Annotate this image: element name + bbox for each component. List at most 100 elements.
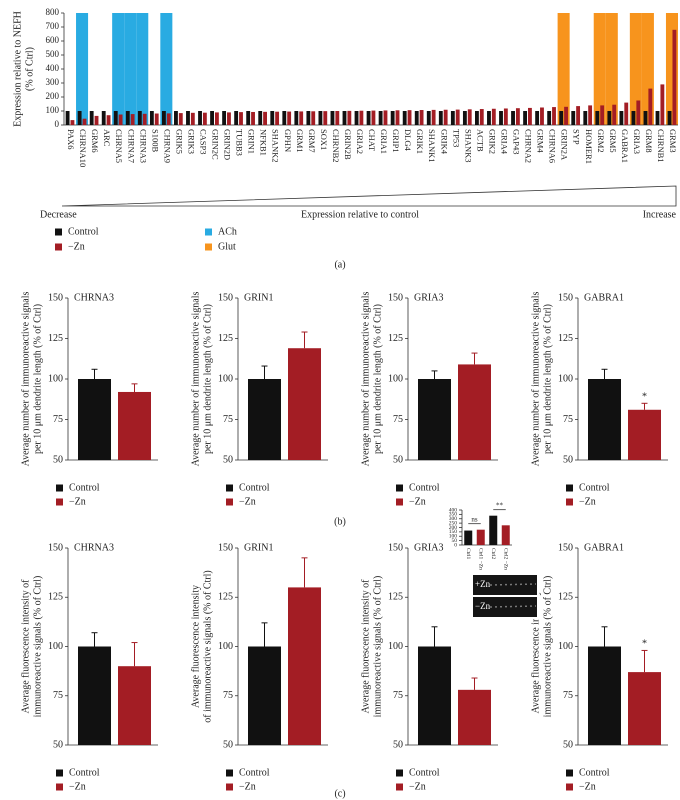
y-tick-label: 100 [558, 373, 573, 384]
x-tick-label: GRIK5 [174, 129, 184, 154]
x-tick-label: CHAT [367, 129, 377, 152]
y-tick-label: 75 [563, 414, 573, 425]
x-tick-label: SOX1 [319, 129, 329, 150]
y-axis-label: Average number of immunoreactive signals [360, 292, 371, 467]
bar [288, 348, 321, 460]
x-tick-label: NFKB1 [259, 129, 269, 156]
bar [77, 111, 82, 125]
bar [462, 111, 467, 125]
y-tick-label: 125 [558, 592, 573, 603]
legend-swatch [205, 243, 212, 251]
bar [178, 113, 183, 125]
bar [535, 111, 540, 125]
bar [595, 111, 600, 125]
chart-title: CHRNA3 [74, 292, 114, 303]
legend-label: −Zn [579, 496, 596, 507]
y-tick-label: 100 [48, 641, 63, 652]
y-tick-label: 50 [223, 739, 233, 750]
x-tick-label: GRIA2 [355, 129, 365, 154]
x-tick-label: GRM4 [536, 129, 546, 153]
chart-title: GRIN1 [244, 542, 273, 553]
bar [600, 105, 605, 125]
bar [476, 529, 485, 545]
bar [94, 115, 99, 125]
legend-label: Control [579, 767, 610, 778]
x-tick-label: GRM8 [644, 129, 654, 153]
y-tick-label: 75 [393, 414, 403, 425]
bar [628, 409, 661, 460]
bar [246, 111, 251, 125]
legend-swatch [396, 783, 403, 791]
y-axis-label: Average number of immunoreactive signals [530, 292, 541, 467]
bar [607, 111, 612, 125]
y-tick-label: 500 [46, 49, 60, 59]
bar [222, 111, 227, 125]
y-tick-label: 125 [558, 333, 573, 344]
x-tick-label: GRIA1 [379, 129, 389, 154]
bar [547, 111, 552, 125]
bar [503, 108, 508, 125]
micrograph [473, 575, 537, 595]
legend-swatch [396, 769, 403, 777]
y-tick-label: 100 [449, 534, 458, 540]
x-tick-label: CHRNA2 [524, 129, 534, 163]
x-tick-label: GRIA4 [499, 129, 509, 155]
bar [419, 110, 424, 125]
bar [643, 111, 648, 125]
legend-swatch [56, 769, 63, 777]
y-tick-label: 150 [388, 542, 403, 553]
bar [214, 112, 219, 125]
y-tick-label: 250 [449, 520, 458, 526]
x-tick-label: GABRA1 [620, 129, 630, 163]
x-tick-label: GRM3 [668, 129, 678, 153]
x-tick-label: Ctrl1 −Zn [477, 548, 483, 570]
y-tick-label: 400 [46, 63, 60, 73]
legend-label: −Zn [69, 496, 86, 507]
legend-label: −Zn [409, 781, 426, 792]
bar [571, 111, 576, 125]
legend-label: Control [239, 482, 270, 493]
y-axis-label: (% of Ctrl) [24, 47, 35, 91]
axis-note: Expression relative to control [301, 209, 419, 220]
bar [186, 111, 190, 125]
bar [660, 84, 665, 125]
legend-label: ACh [218, 226, 237, 237]
y-axis-label: of immunoreactive signals (% of Ctrl) [202, 570, 213, 722]
bar [619, 111, 624, 125]
y-axis-label: per 10 μm dendrite length (% of Ctrl) [542, 304, 553, 454]
bar [275, 111, 280, 125]
bar [234, 111, 239, 125]
bar [464, 530, 473, 545]
bar [248, 646, 281, 745]
legend-swatch [566, 498, 573, 506]
chart-title: GABRA1 [584, 542, 624, 553]
bar [499, 111, 503, 125]
y-tick-label: 100 [558, 641, 573, 652]
bar [588, 105, 593, 125]
legend-swatch [226, 498, 233, 506]
bar [166, 113, 171, 125]
legend-label: Control [68, 226, 99, 237]
bar [282, 111, 287, 125]
legend-swatch [396, 484, 403, 492]
y-axis-label: Average fluorescence intensity of [530, 579, 541, 714]
bar [455, 109, 460, 125]
x-tick-label: CHRNA7 [126, 129, 136, 163]
x-tick-label: CHRNB1 [656, 129, 666, 163]
y-axis-label: Average number of immunoreactive signals [190, 292, 201, 467]
y-tick-label: 100 [388, 373, 403, 384]
legend-label: −Zn [239, 496, 256, 507]
axis-note: Increase [643, 209, 677, 220]
x-tick-label: ARC [102, 129, 112, 147]
legend-label: Control [409, 482, 440, 493]
trend-wedge [61, 185, 677, 207]
x-tick-label: Ctrl2 [490, 548, 496, 560]
bar [299, 111, 304, 125]
x-tick-label: GRIN2D [223, 129, 233, 160]
bar [359, 110, 364, 125]
bar [648, 88, 653, 125]
bar [624, 102, 629, 125]
y-axis-label: immunoreactive signals (% of Ctrl) [32, 576, 43, 718]
y-tick-label: 50 [452, 538, 458, 544]
legend-swatch [55, 228, 62, 236]
